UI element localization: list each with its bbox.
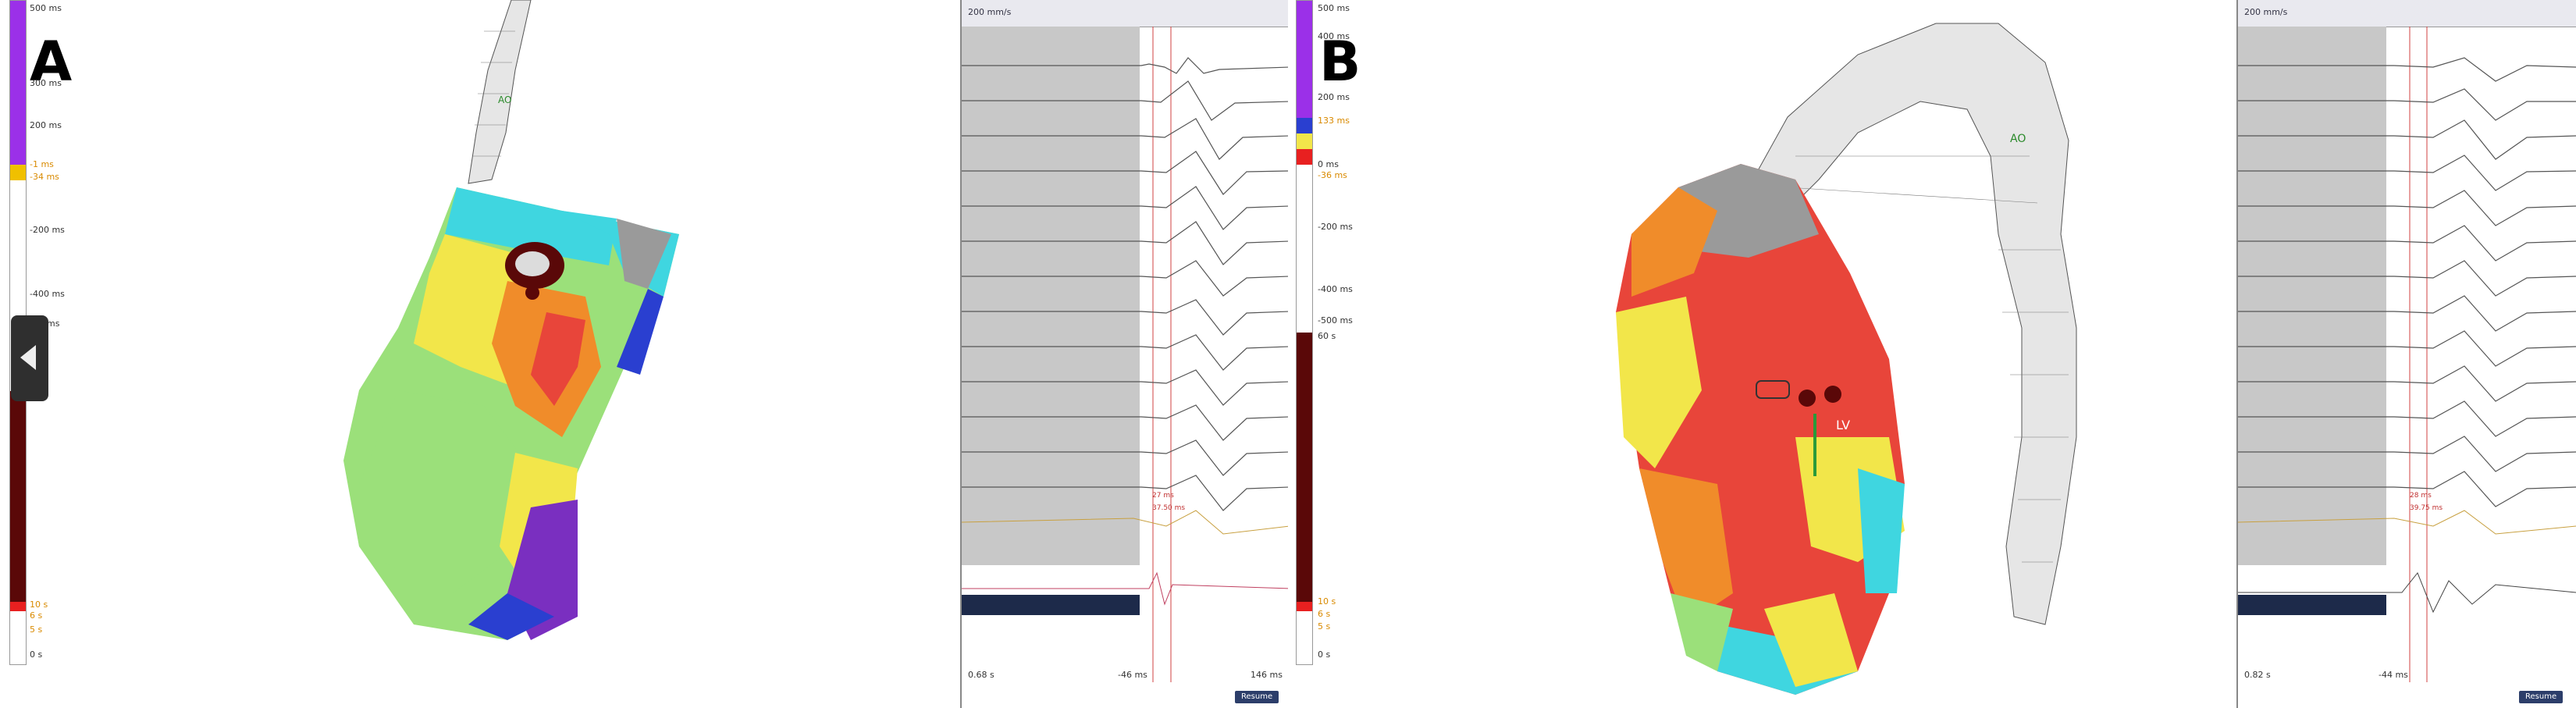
activation-map-b[interactable]: AO LV (1561, 0, 2139, 708)
scale-b-200: 200 ms (1318, 92, 1350, 102)
resume-button-a[interactable]: Resume (1235, 691, 1279, 703)
scale-b-5s: 5 s (1318, 621, 1331, 632)
scale-b-0s: 0 s (1318, 649, 1331, 660)
scale-label-minus500: ms (47, 318, 60, 329)
panel-letter-b: B (1319, 30, 1361, 94)
interval-annotation-b2: 39.75 ms (2410, 504, 2443, 512)
ecg-shaded-window-a (962, 27, 1140, 565)
panel-a: A 500 ms 300 ms 200 ms -1 ms -34 ms -200… (9, 0, 1288, 708)
activation-scale-b (1296, 0, 1313, 665)
activation-map-a[interactable]: AO (328, 0, 734, 656)
ecg-reference-bar-b (2238, 595, 2386, 615)
scale-label-34: -34 ms (30, 172, 59, 182)
aorta-arch-mesh (1748, 23, 2077, 625)
scale-label-top: 500 ms (30, 3, 62, 13)
scale-b-minus500: -500 ms (1318, 315, 1353, 326)
scale-label-6s: 6 s (30, 610, 43, 621)
interval-annotation-a2: 37.50 ms (1152, 504, 1186, 512)
map-label-ao-a: AO (498, 94, 511, 105)
scale-b-400: 400 ms (1318, 31, 1350, 41)
scale-b-133: 133 ms (1318, 116, 1350, 126)
panel-letter-a: A (30, 30, 73, 94)
collapse-panel-handle[interactable] (11, 315, 48, 401)
interval-annotation-b: 28 ms (2410, 492, 2432, 500)
resume-button-b[interactable]: Resume (2519, 691, 2564, 703)
ecg-time-left-a: 0.68 s (968, 670, 994, 680)
sweep-speed-b[interactable]: 200 mm/s (2244, 7, 2288, 17)
scale-label-0: -1 ms (30, 159, 54, 169)
ecg-reference-bar-a (962, 595, 1140, 615)
scale-label-minus400: -400 ms (30, 289, 65, 299)
ecg-pane-b: 200 mm/s 28 ms 39.75 ms 0.82 s -44 ms (2236, 0, 2576, 708)
map-label-lv: LV (1836, 418, 1850, 432)
ecg-toolbar-b[interactable]: 200 mm/s (2238, 0, 2576, 27)
ecg-pane-a: 200 mm/s 27 ms 37.50 ms 0.68 s -46 ms (960, 0, 1288, 708)
panel-b: B 500 ms 400 ms 200 ms 133 ms 0 ms -36 m… (1296, 0, 2576, 708)
scale-b-minus200: -200 ms (1318, 222, 1353, 232)
scale-b-6s: 6 s (1318, 609, 1331, 619)
catheter-icon (1756, 380, 1790, 399)
ecg-traces-b (2238, 27, 2576, 682)
interval-annotation-a: 27 ms (1152, 492, 1174, 500)
scale-b-top: 500 ms (1318, 3, 1350, 13)
activation-scale-a (9, 0, 27, 665)
aorta-mesh (468, 0, 532, 184)
scale-b-minus400: -400 ms (1318, 284, 1353, 294)
ecg-traces-a (962, 27, 1288, 682)
chevron-left-icon (20, 345, 36, 370)
scale-label-300: 300 ms (30, 78, 62, 88)
scale-label-10s: 10 s (30, 599, 48, 610)
ecg-time-mid-b: -44 ms (2379, 670, 2408, 680)
sweep-speed-a[interactable]: 200 mm/s (968, 7, 1012, 17)
scale-b-60s: 60 s (1318, 331, 1336, 341)
scale-b-0: 0 ms (1318, 159, 1339, 169)
scale-label-0s: 0 s (30, 649, 43, 660)
panel-divider (1288, 0, 1296, 708)
ecg-time-mid-a: -46 ms (1118, 670, 1147, 680)
scale-label-200: 200 ms (30, 120, 62, 130)
ecg-time-left-b: 0.82 s (2244, 670, 2271, 680)
ecg-toolbar-a[interactable]: 200 mm/s (962, 0, 1288, 27)
map-label-ao-b: AO (2010, 133, 2026, 145)
scale-b-36: -36 ms (1318, 170, 1347, 180)
ecg-shaded-window-b (2238, 27, 2386, 565)
ecg-time-right-a: 146 ms (1251, 670, 1283, 680)
scale-b-10s: 10 s (1318, 596, 1336, 607)
scale-label-minus200: -200 ms (30, 225, 65, 235)
scale-label-5s: 5 s (30, 624, 43, 635)
